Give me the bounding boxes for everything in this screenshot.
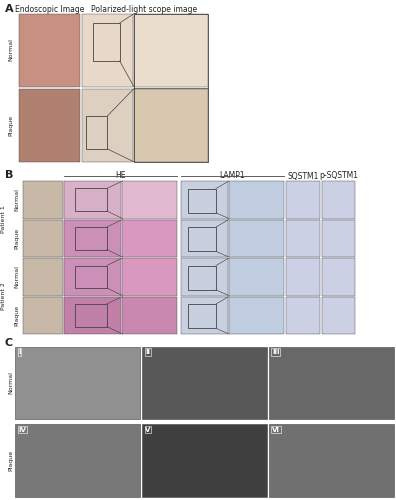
Text: Patient 2: Patient 2 — [2, 282, 6, 310]
Bar — [134, 14, 208, 86]
Text: Plaque: Plaque — [15, 304, 20, 326]
Bar — [322, 220, 355, 257]
Bar — [322, 181, 355, 218]
Text: VI: VI — [272, 426, 280, 432]
Bar — [181, 181, 228, 218]
Bar — [93, 23, 120, 61]
Bar — [181, 220, 228, 257]
Bar — [23, 296, 63, 334]
Bar — [64, 181, 121, 218]
Bar — [188, 266, 216, 290]
Text: Endoscopic Image: Endoscopic Image — [15, 4, 84, 14]
Bar — [122, 220, 177, 257]
Text: I: I — [18, 349, 21, 355]
Bar — [134, 14, 208, 162]
Text: Normal: Normal — [8, 372, 13, 394]
Bar — [188, 188, 216, 213]
Bar — [15, 346, 140, 419]
Bar — [19, 89, 80, 162]
Text: IV: IV — [18, 426, 26, 432]
Text: V: V — [145, 426, 150, 432]
Bar — [23, 220, 63, 257]
Bar — [122, 258, 177, 296]
Text: Polarized-light scope image: Polarized-light scope image — [91, 4, 198, 14]
Bar — [229, 181, 284, 218]
Bar — [142, 424, 267, 496]
Text: B: B — [5, 170, 13, 180]
Bar — [322, 296, 355, 334]
Bar — [229, 220, 284, 257]
Bar — [64, 296, 121, 334]
Bar — [134, 89, 208, 162]
Bar — [322, 258, 355, 296]
Bar — [64, 258, 121, 296]
Bar — [229, 296, 284, 334]
Bar — [23, 181, 63, 218]
Bar — [75, 188, 107, 211]
Bar — [269, 424, 394, 496]
Bar — [229, 258, 284, 296]
Bar — [188, 227, 216, 252]
Bar — [188, 304, 216, 328]
Text: Normal: Normal — [15, 188, 20, 211]
Bar — [75, 304, 107, 326]
Bar — [286, 220, 320, 257]
Text: A: A — [5, 4, 13, 14]
Text: Normal: Normal — [15, 266, 20, 288]
Bar — [75, 227, 107, 250]
Text: LAMP1: LAMP1 — [219, 172, 245, 180]
Text: SQSTM1: SQSTM1 — [287, 172, 318, 180]
Bar — [75, 266, 107, 288]
Text: p-SQSTM1: p-SQSTM1 — [319, 172, 358, 180]
Text: C: C — [5, 338, 13, 347]
Text: Plaque: Plaque — [8, 115, 13, 136]
Bar — [15, 424, 140, 496]
Bar — [64, 220, 121, 257]
Text: III: III — [272, 349, 280, 355]
Text: HE: HE — [115, 172, 126, 180]
Bar — [286, 181, 320, 218]
Bar — [122, 181, 177, 218]
Bar — [86, 116, 107, 149]
Bar — [181, 296, 228, 334]
Text: Normal: Normal — [8, 38, 13, 62]
Bar — [82, 14, 133, 86]
Bar — [19, 14, 80, 86]
Bar — [286, 258, 320, 296]
Text: Plaque: Plaque — [8, 450, 13, 471]
Bar — [181, 258, 228, 296]
Bar — [23, 258, 63, 296]
Bar — [122, 296, 177, 334]
Bar — [142, 346, 267, 419]
Text: II: II — [145, 349, 150, 355]
Bar — [269, 346, 394, 419]
Text: Plaque: Plaque — [15, 228, 20, 249]
Bar — [82, 89, 133, 162]
Text: Patient 1: Patient 1 — [2, 205, 6, 233]
Bar — [286, 296, 320, 334]
